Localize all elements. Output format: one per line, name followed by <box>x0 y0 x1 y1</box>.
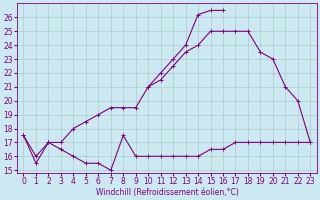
X-axis label: Windchill (Refroidissement éolien,°C): Windchill (Refroidissement éolien,°C) <box>96 188 238 197</box>
